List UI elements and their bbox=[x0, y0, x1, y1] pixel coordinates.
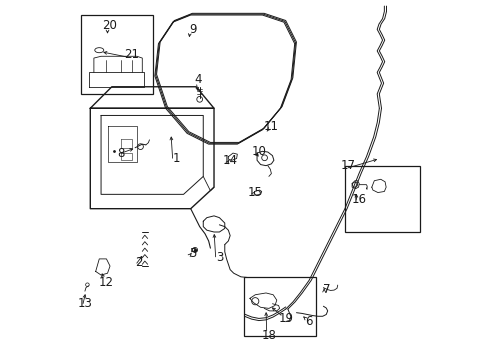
Text: 12: 12 bbox=[99, 276, 114, 289]
Text: 4: 4 bbox=[194, 73, 201, 86]
Text: 19: 19 bbox=[278, 311, 293, 325]
Text: 5: 5 bbox=[188, 247, 196, 260]
Text: 14: 14 bbox=[222, 154, 237, 167]
Text: 15: 15 bbox=[247, 186, 262, 199]
Text: 13: 13 bbox=[77, 297, 92, 310]
Bar bbox=[244, 277, 316, 336]
Text: 7: 7 bbox=[323, 283, 330, 296]
Text: 1: 1 bbox=[172, 152, 180, 165]
Text: 9: 9 bbox=[188, 23, 196, 36]
Text: 2: 2 bbox=[135, 256, 142, 269]
Text: 6: 6 bbox=[305, 315, 312, 328]
Text: 17: 17 bbox=[340, 159, 355, 172]
Text: 11: 11 bbox=[264, 120, 278, 133]
Bar bbox=[344, 166, 419, 232]
Bar bbox=[81, 15, 153, 94]
Text: 3: 3 bbox=[215, 251, 223, 264]
Text: 18: 18 bbox=[262, 329, 277, 342]
Text: 10: 10 bbox=[251, 145, 266, 158]
Text: 20: 20 bbox=[102, 19, 117, 32]
Text: 21: 21 bbox=[124, 48, 139, 61]
Text: 8: 8 bbox=[117, 147, 124, 159]
Text: 16: 16 bbox=[351, 193, 366, 206]
